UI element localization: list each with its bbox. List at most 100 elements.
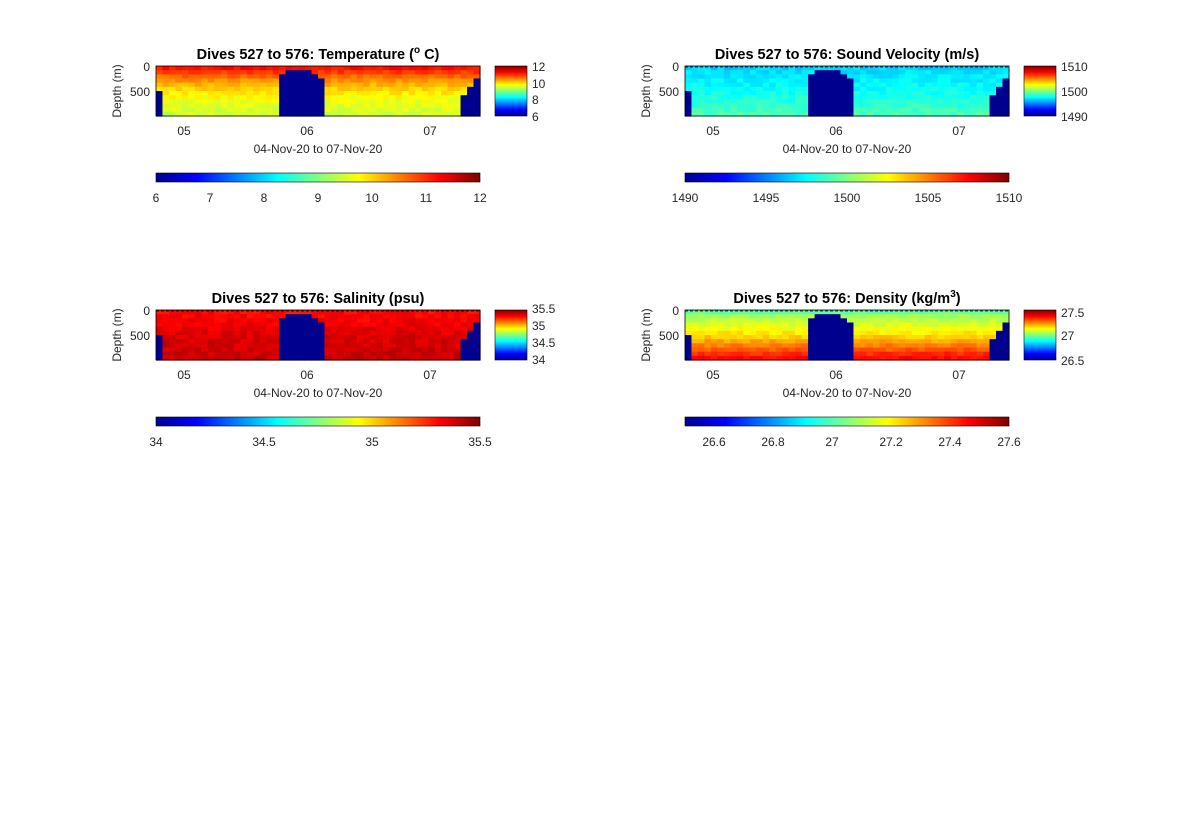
heatmap-cell — [175, 66, 183, 71]
heatmap-cell — [214, 103, 222, 109]
heatmap-cell — [428, 347, 436, 353]
heatmap-cell — [730, 99, 738, 105]
heatmap-cell — [415, 111, 423, 117]
heatmap-cell — [924, 91, 932, 96]
heatmap-cell — [931, 91, 939, 96]
heatmap-cell — [847, 86, 855, 92]
heatmap-cell — [834, 347, 842, 353]
heatmap-cell — [769, 310, 777, 315]
heatmap-cell — [704, 335, 712, 340]
heatmap-cell — [710, 351, 718, 357]
heatmap-cell — [356, 343, 364, 349]
heatmap-cell — [175, 310, 183, 315]
heatmap-cell — [292, 91, 300, 96]
heatmap-cell — [859, 322, 868, 328]
heatmap-cell — [279, 111, 287, 117]
heatmap-cell — [957, 82, 965, 88]
heatmap-cell — [272, 314, 280, 319]
heatmap-cell — [194, 335, 202, 340]
heatmap-cell — [762, 95, 770, 100]
heatmap-cell — [376, 103, 384, 109]
heatmap-cell — [389, 355, 397, 361]
heatmap-cell — [402, 66, 410, 71]
heatmap-cell — [931, 322, 939, 328]
heatmap-cell — [408, 310, 416, 315]
heatmap-cell — [162, 66, 170, 71]
heatmap-cell — [840, 95, 848, 100]
heatmap-cell — [330, 111, 339, 117]
heatmap-cell — [318, 330, 326, 336]
heatmap-cell — [376, 70, 384, 75]
heatmap-cell — [859, 310, 868, 315]
heatmap-cell — [769, 82, 777, 88]
heatmap-cell — [395, 107, 403, 113]
heatmap-cell — [872, 318, 880, 324]
colorbar-tick-label: 35.5 — [532, 302, 556, 316]
heatmap-cell — [175, 330, 183, 336]
y-tick-label: 500 — [130, 329, 150, 343]
heatmap-cell — [285, 347, 293, 353]
heatmap-cell — [298, 74, 306, 80]
heatmap-cell — [976, 103, 984, 109]
h-colorbar-tick-label: 27.2 — [879, 435, 903, 449]
heatmap-cell — [447, 66, 455, 71]
heatmap-cell — [697, 78, 706, 84]
heatmap-cell — [415, 95, 423, 100]
heatmap-cell — [989, 103, 997, 109]
heatmap-cell — [769, 347, 777, 353]
heatmap-cell — [447, 322, 455, 328]
heatmap-cell — [318, 314, 326, 319]
heatmap-cell — [201, 70, 209, 75]
heatmap-cell — [330, 355, 339, 361]
heatmap-cell — [892, 95, 900, 100]
heatmap-cell — [788, 107, 796, 113]
heatmap-cell — [467, 78, 475, 84]
heatmap-cell — [279, 78, 287, 84]
heatmap-cell — [697, 322, 706, 328]
heatmap-cell — [305, 70, 313, 75]
heatmap-cell — [769, 86, 777, 92]
heatmap-cell — [298, 351, 306, 357]
heatmap-cell — [227, 355, 235, 361]
heatmap-cell — [214, 355, 222, 361]
heatmap-cell — [749, 86, 757, 92]
heatmap-cell — [756, 351, 764, 357]
heatmap-cell — [285, 310, 293, 315]
heatmap-cell — [272, 335, 280, 340]
heatmap-cell — [395, 70, 403, 75]
heatmap-cell — [911, 78, 919, 84]
heatmap-cell — [343, 326, 351, 332]
heatmap-cell — [808, 91, 816, 96]
heatmap-cell — [885, 111, 893, 117]
heatmap-cell — [808, 95, 816, 100]
heatmap-cell — [460, 347, 468, 353]
heatmap-cell — [253, 66, 261, 71]
heatmap-cell — [467, 339, 475, 344]
heatmap-cell — [473, 95, 481, 100]
heatmap-cell — [227, 330, 235, 336]
heatmap-cell — [853, 86, 861, 92]
heatmap-cell — [156, 310, 164, 315]
heatmap-cell — [168, 355, 177, 361]
heatmap-cell — [840, 78, 848, 84]
heatmap-cell — [421, 103, 429, 109]
heatmap-cell — [285, 103, 293, 109]
heatmap-cell — [415, 330, 423, 336]
heatmap-cell — [266, 66, 274, 71]
heatmap-cell — [421, 322, 429, 328]
heatmap-cell — [801, 330, 809, 336]
heatmap-cell — [970, 355, 978, 361]
heatmap-cell — [1002, 335, 1010, 340]
heatmap-cell — [743, 95, 751, 100]
heatmap-cell — [156, 347, 164, 353]
heatmap-cell — [710, 95, 718, 100]
heatmap-cell — [330, 335, 339, 340]
heatmap-cell — [782, 335, 790, 340]
heatmap-cell — [266, 326, 274, 332]
heatmap-cell — [983, 322, 991, 328]
heatmap-cell — [963, 86, 971, 92]
heatmap-cell — [259, 326, 267, 332]
heatmap-cell — [467, 99, 475, 105]
heatmap-cell — [220, 86, 228, 92]
heatmap-cell — [775, 99, 783, 105]
